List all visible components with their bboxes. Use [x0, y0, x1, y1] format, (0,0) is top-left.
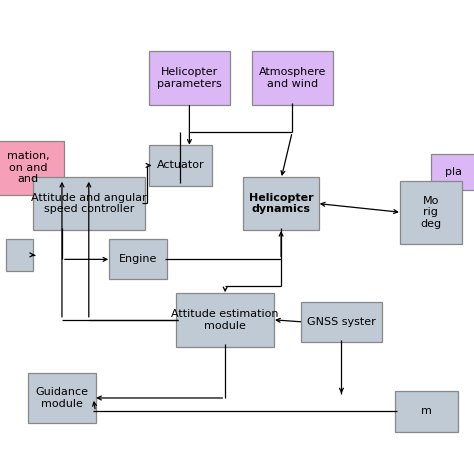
FancyBboxPatch shape	[400, 181, 462, 244]
Text: m: m	[421, 406, 432, 416]
FancyBboxPatch shape	[149, 51, 229, 105]
Text: mation,
on and
and: mation, on and and	[7, 151, 50, 184]
FancyBboxPatch shape	[109, 239, 167, 280]
Text: Helicopter
dynamics: Helicopter dynamics	[249, 192, 313, 214]
FancyBboxPatch shape	[28, 374, 95, 423]
Text: pla: pla	[445, 167, 462, 177]
FancyBboxPatch shape	[243, 177, 319, 230]
FancyBboxPatch shape	[6, 239, 33, 271]
Text: GNSS syster: GNSS syster	[307, 317, 376, 327]
Text: Engine: Engine	[119, 255, 157, 264]
FancyBboxPatch shape	[252, 51, 332, 105]
Text: Actuator: Actuator	[156, 161, 204, 171]
FancyBboxPatch shape	[431, 154, 474, 190]
Text: Mo
rig
deg: Mo rig deg	[420, 196, 441, 229]
Text: Guidance
module: Guidance module	[36, 387, 89, 409]
Text: Helicopter
parameters: Helicopter parameters	[157, 67, 222, 89]
FancyBboxPatch shape	[149, 146, 212, 186]
Text: Attitude and angular
speed controller: Attitude and angular speed controller	[31, 192, 146, 214]
Text: Atmosphere
and wind: Atmosphere and wind	[259, 67, 326, 89]
FancyBboxPatch shape	[0, 141, 64, 194]
FancyBboxPatch shape	[176, 293, 274, 346]
FancyBboxPatch shape	[395, 391, 458, 431]
FancyBboxPatch shape	[301, 302, 382, 342]
FancyBboxPatch shape	[33, 177, 145, 230]
Text: Attitude estimation
module: Attitude estimation module	[172, 309, 279, 330]
